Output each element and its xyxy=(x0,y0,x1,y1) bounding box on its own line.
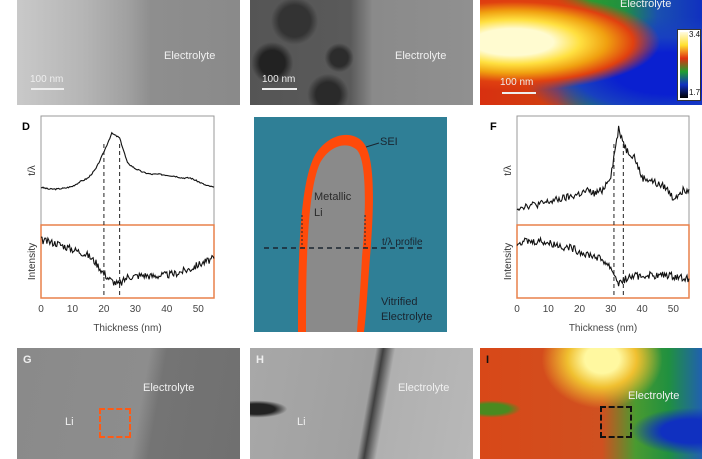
panel-label-g: G xyxy=(23,354,32,366)
series-line-intensity xyxy=(516,235,690,287)
intensity-plot-frame xyxy=(40,224,215,299)
panel-d-chart: t/λ Intensity 0 10 20 30 40 50 Thickness (nm) xyxy=(27,115,215,334)
electrolyte-label: Electrolyte xyxy=(398,382,450,394)
electrolyte-label: Electrolyte xyxy=(143,382,195,394)
series-line-t-lambda xyxy=(516,125,690,212)
x-tick-label: 10 xyxy=(543,304,555,315)
panel-label-f: F xyxy=(490,121,497,133)
scale-bar xyxy=(262,88,297,90)
y-axis-label-intensity: Intensity xyxy=(503,243,514,280)
metallic-label: Metallic xyxy=(314,191,352,203)
y-axis-label-intensity: Intensity xyxy=(27,243,38,280)
scale-bar xyxy=(502,92,536,94)
metallic-li xyxy=(306,145,365,332)
panel-e-schematic: SEI Metallic Li t/λ profile Vitrified El… xyxy=(254,117,447,332)
x-tick-label: 40 xyxy=(161,304,173,315)
colorbar-max: 3.4 xyxy=(689,30,701,39)
series-line-intensity xyxy=(40,236,215,286)
panel-b-tem-image: Electrolyte 100 nm xyxy=(250,0,473,105)
li-label: Li xyxy=(65,416,74,428)
scale-bar xyxy=(31,88,64,90)
scale-bar-label: 100 nm xyxy=(30,74,64,85)
profile-label: t/λ profile xyxy=(382,237,423,248)
region-box xyxy=(600,406,632,438)
x-tick-label: 30 xyxy=(605,304,617,315)
y-axis-label-t-lambda: t/λ xyxy=(27,165,38,176)
x-tick-label: 50 xyxy=(193,304,205,315)
panel-h-tem-image: H Electrolyte Li xyxy=(250,348,473,459)
panel-label-d: D xyxy=(22,121,30,133)
colorbar-min: 1.7 xyxy=(689,88,701,97)
series-line-t-lambda xyxy=(40,131,215,191)
colorbar: 3.4 1.7 xyxy=(677,29,701,101)
sei-pointer xyxy=(365,142,380,148)
panel-label-i: I xyxy=(486,354,490,366)
electrolyte-label: Electrolyte xyxy=(620,0,672,10)
x-tick-label: 20 xyxy=(574,304,586,315)
panel-label-h: H xyxy=(256,354,264,366)
top-plot-frame xyxy=(40,115,215,226)
panel-c-thickness-map: Electrolyte 100 nm xyxy=(480,0,702,105)
y-axis-label-t-lambda: t/λ xyxy=(503,165,514,176)
panel-i-thickness-map: I Electrolyte xyxy=(480,348,702,459)
vitrified-label: Vitrified xyxy=(381,296,417,308)
li-label: Li xyxy=(297,416,306,428)
intensity-plot-frame xyxy=(516,224,690,299)
electrolyte-label: Electrolyte xyxy=(395,50,447,62)
electrolyte-label: Electrolyte xyxy=(628,390,680,402)
panel-a-tem-image: Electrolyte 100 nm xyxy=(17,0,240,105)
electrolyte-label: Electrolyte xyxy=(381,311,432,323)
region-box xyxy=(99,408,131,438)
x-tick-label: 40 xyxy=(637,304,649,315)
sei-label: SEI xyxy=(380,136,398,148)
panel-f-chart: t/λ Intensity 0 10 20 30 40 50 Thickness (nm) xyxy=(503,115,690,334)
x-axis-label: Thickness (nm) xyxy=(569,323,637,334)
x-tick-label: 10 xyxy=(67,304,79,315)
electrolyte-label: Electrolyte xyxy=(164,50,216,62)
x-tick-label: 50 xyxy=(668,304,680,315)
x-tick-label: 20 xyxy=(98,304,110,315)
colorbar-gradient xyxy=(680,32,688,98)
x-tick-label: 30 xyxy=(130,304,142,315)
x-axis-label: Thickness (nm) xyxy=(93,323,161,334)
scale-bar-label: 100 nm xyxy=(262,74,296,85)
x-tick-label: 0 xyxy=(514,304,520,315)
panel-g-tem-image: G Electrolyte Li xyxy=(17,348,240,459)
top-plot-frame xyxy=(516,115,690,226)
li-label: Li xyxy=(314,207,323,219)
x-tick-label: 0 xyxy=(38,304,44,315)
scale-bar-label: 100 nm xyxy=(500,77,534,88)
